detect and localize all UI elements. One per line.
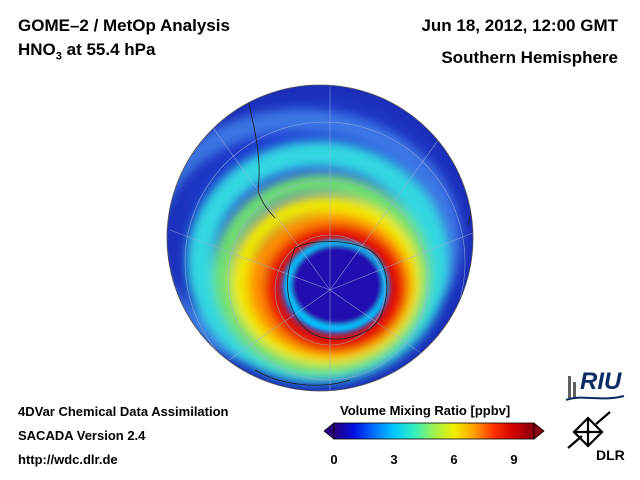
antarctica-coast	[287, 241, 388, 340]
dlr-logo-text: DLR	[596, 447, 625, 463]
species-level-title: HNO3 at 55.4 hPa	[18, 40, 155, 62]
dlr-logo-icon	[567, 411, 611, 449]
region-label: Southern Hemisphere	[441, 48, 618, 67]
footer-version: SACADA Version 2.4	[18, 428, 146, 443]
species-name: HNO	[18, 40, 56, 59]
species-level: at 55.4 hPa	[61, 40, 156, 59]
footer-method: 4DVar Chemical Data Assimilation	[18, 404, 229, 419]
map-title: GOME–2 / MetOp Analysis	[18, 16, 230, 35]
south-america-coast	[247, 99, 276, 219]
green-band	[213, 174, 431, 376]
footer-url[interactable]: http://wdc.dlr.de	[18, 452, 118, 467]
colorbar-title: Volume Mixing Ratio [ppbv]	[340, 403, 511, 418]
colorbar-right-arrow	[533, 422, 545, 440]
colorbar-tick-3: 9	[510, 452, 518, 467]
colorbar-left-arrow	[323, 422, 335, 440]
colorbar-tick-1: 3	[390, 452, 398, 467]
red-collar	[264, 224, 406, 352]
species-subscript: 3	[55, 50, 62, 63]
datetime-label: Jun 18, 2012, 12:00 GMT	[421, 16, 618, 35]
riu-logo-text: RIU	[580, 368, 622, 395]
colorbar-scale	[333, 422, 535, 440]
colorbar	[323, 422, 545, 440]
colorbar-tick-2: 6	[450, 452, 458, 467]
vortex-core	[291, 245, 383, 325]
riu-logo-icon	[566, 376, 625, 401]
globe-outline	[166, 84, 474, 392]
colorbar-tick-0: 0	[330, 452, 338, 467]
australia-coast	[254, 369, 351, 386]
